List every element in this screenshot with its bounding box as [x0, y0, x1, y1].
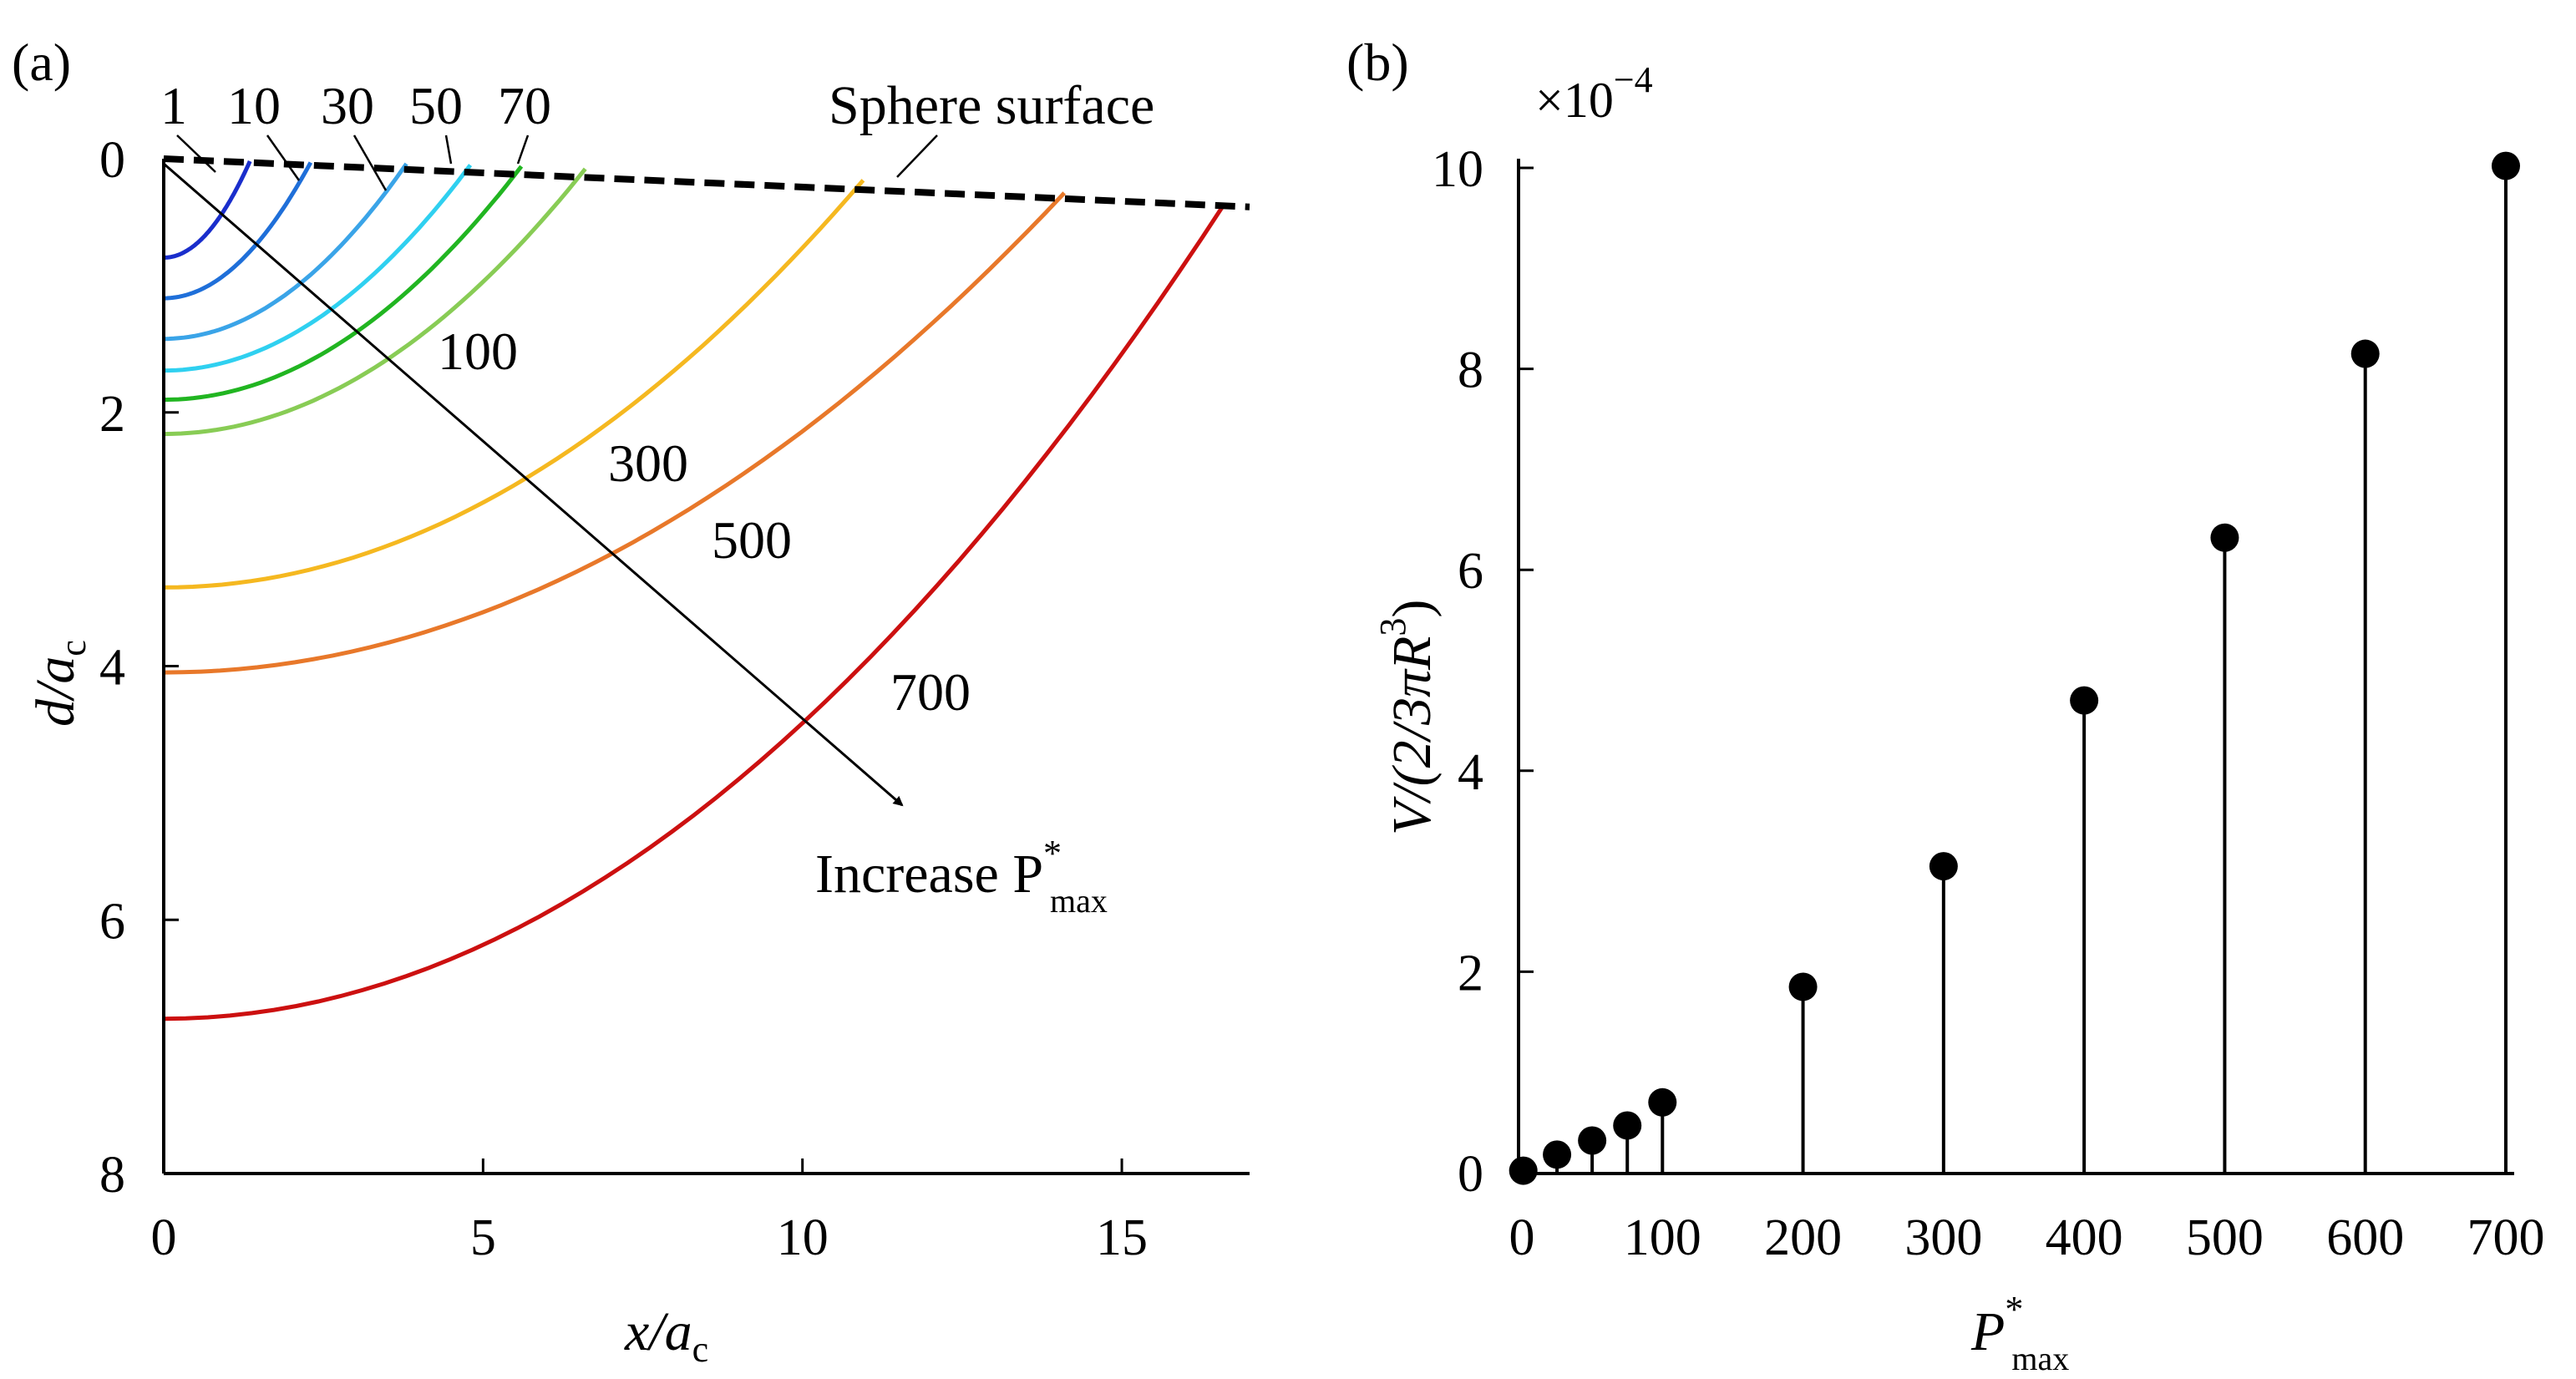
- b-x-tick-label: 300: [1904, 1209, 1982, 1266]
- stem-group: [1509, 151, 2520, 1185]
- a-y-tick-label: 4: [99, 640, 125, 697]
- multiplier-label: ×10−4: [1535, 59, 1653, 128]
- b-y-tick-label: 6: [1458, 543, 1483, 600]
- curve-1: [163, 160, 252, 260]
- series-label-100: 100: [438, 322, 518, 381]
- b-x-tick-label: 400: [2046, 1209, 2123, 1266]
- series-label-30: 30: [321, 76, 374, 135]
- panel-a: (a) 0 5 10 15 0 2 4 6 8 1 10 30 50 70 100 300 500 700 x…: [12, 33, 1250, 1370]
- series-label-300: 300: [608, 433, 688, 493]
- a-y-tick-label: 0: [99, 132, 125, 189]
- b-y-axis-title: V/(2/3πR3): [1372, 600, 1443, 835]
- stem-marker: [1543, 1140, 1572, 1169]
- curve-30: [163, 162, 408, 342]
- series-label-500: 500: [712, 510, 792, 570]
- series-leader-50: [444, 134, 453, 165]
- b-x-axis-title: P* max: [1970, 1289, 2069, 1377]
- b-x-tick-label: 500: [2186, 1209, 2264, 1266]
- stem-marker: [1578, 1126, 1607, 1155]
- curve-10: [163, 161, 313, 301]
- stem-marker: [1788, 972, 1818, 1001]
- stem-marker: [1509, 1156, 1538, 1185]
- b-x-tick-label: 100: [1624, 1209, 1701, 1266]
- a-x-tick-label: 0: [151, 1209, 177, 1266]
- sphere-surface-label: Sphere surface: [829, 75, 1154, 136]
- stem-marker: [2350, 339, 2380, 368]
- a-y-ticks: 0 2 4 6 8: [99, 132, 179, 1204]
- a-series-labels: 1 10 30 50 70 100 300 500 700: [160, 76, 971, 722]
- a-y-axis-title: d/ac: [25, 640, 94, 727]
- a-y-tick-label: 2: [99, 386, 125, 443]
- curve-700: [163, 203, 1226, 1022]
- panel-a-label: (a): [12, 33, 71, 92]
- curve-300: [163, 179, 865, 590]
- stem-marker: [1613, 1111, 1642, 1140]
- curve-70: [163, 165, 524, 403]
- series-label-10: 10: [227, 76, 281, 135]
- b-x-tick-label: 600: [2326, 1209, 2404, 1266]
- curve-50: [163, 164, 473, 373]
- series-label-70: 70: [498, 76, 551, 135]
- b-y-tick-label: 8: [1458, 342, 1483, 399]
- increase-annotation: Increase P* max: [815, 833, 1108, 920]
- b-x-ticks: 0 100 200 300 400 500 600 700: [1509, 1158, 2545, 1266]
- stem-marker: [2210, 523, 2239, 552]
- series-leader-1: [176, 134, 216, 173]
- series-leader-10: [266, 134, 301, 181]
- stem-marker: [1648, 1087, 1677, 1117]
- curve-100: [163, 167, 587, 437]
- sphere-surface-leader: [896, 134, 938, 178]
- series-label-50: 50: [409, 76, 463, 135]
- stem-marker: [1929, 852, 1958, 881]
- a-x-tick-label: 5: [470, 1209, 496, 1266]
- b-y-ticks: 0 2 4 6 8 10: [1432, 141, 1534, 1203]
- a-y-tick-label: 6: [99, 893, 125, 950]
- a-x-tick-label: 15: [1096, 1209, 1148, 1266]
- series-leader-30: [352, 134, 388, 191]
- b-y-tick-label: 2: [1458, 945, 1483, 1001]
- a-y-tick-label: 8: [99, 1147, 125, 1204]
- sphere-surface-line: [163, 155, 1250, 210]
- a-x-ticks: 0 5 10 15: [151, 1158, 1148, 1266]
- b-x-tick-label: 700: [2467, 1209, 2545, 1266]
- series-label-1: 1: [160, 76, 187, 135]
- a-x-tick-label: 10: [777, 1209, 829, 1266]
- curve-group: [163, 160, 1226, 1022]
- b-x-tick-label: 200: [1764, 1209, 1842, 1266]
- increase-arrow: [163, 162, 904, 807]
- curve-500: [163, 191, 1067, 675]
- b-y-tick-label: 4: [1458, 744, 1483, 801]
- b-y-tick-label: 10: [1432, 141, 1483, 198]
- a-x-axis-title: x/ac: [624, 1301, 708, 1370]
- panel-b: (b) ×10−4 0 100 200 300 400 500 600 700 0 2 4 6 8 10…: [1346, 33, 2545, 1377]
- panel-b-label: (b): [1346, 33, 1409, 92]
- series-leader-70: [516, 134, 530, 165]
- stem-marker: [2492, 151, 2520, 180]
- b-y-tick-label: 0: [1458, 1146, 1483, 1203]
- b-x-tick-label: 0: [1509, 1209, 1535, 1266]
- stem-marker: [2070, 686, 2099, 715]
- series-label-700: 700: [890, 662, 971, 722]
